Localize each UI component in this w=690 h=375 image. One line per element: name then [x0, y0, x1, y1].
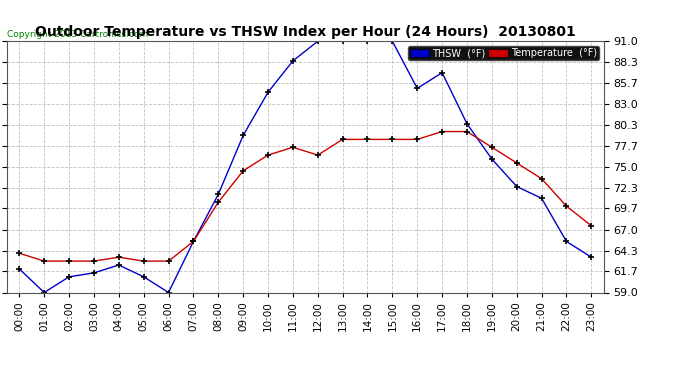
Text: Copyright 2013 Cartronics.com: Copyright 2013 Cartronics.com [7, 30, 148, 39]
Legend: THSW  (°F), Temperature  (°F): THSW (°F), Temperature (°F) [408, 46, 599, 60]
Title: Outdoor Temperature vs THSW Index per Hour (24 Hours)  20130801: Outdoor Temperature vs THSW Index per Ho… [35, 25, 575, 39]
